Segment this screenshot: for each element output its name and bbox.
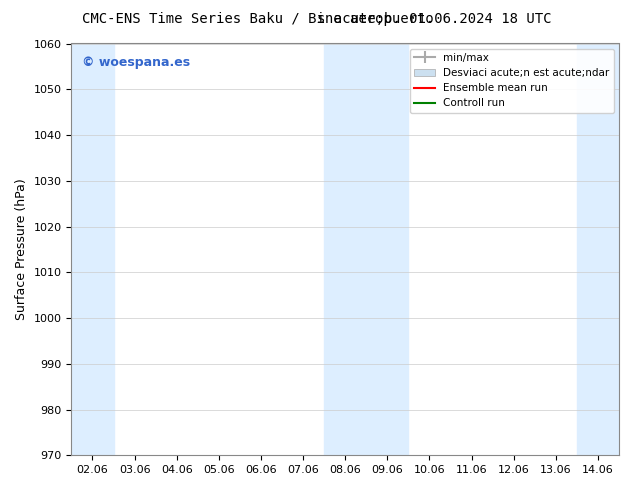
Bar xyxy=(72,44,113,455)
Bar xyxy=(577,44,619,455)
Text: © woespana.es: © woespana.es xyxy=(82,56,190,69)
Text: CMC-ENS Time Series Baku / Bine aeropuerto: CMC-ENS Time Series Baku / Bine aeropuer… xyxy=(82,12,434,26)
Text: s acute;b. 01.06.2024 18 UTC: s acute;b. 01.06.2024 18 UTC xyxy=(317,12,552,26)
Bar xyxy=(324,44,408,455)
Y-axis label: Surface Pressure (hPa): Surface Pressure (hPa) xyxy=(15,178,28,320)
Legend: min/max, Desviaci acute;n est acute;ndar, Ensemble mean run, Controll run: min/max, Desviaci acute;n est acute;ndar… xyxy=(410,49,614,113)
